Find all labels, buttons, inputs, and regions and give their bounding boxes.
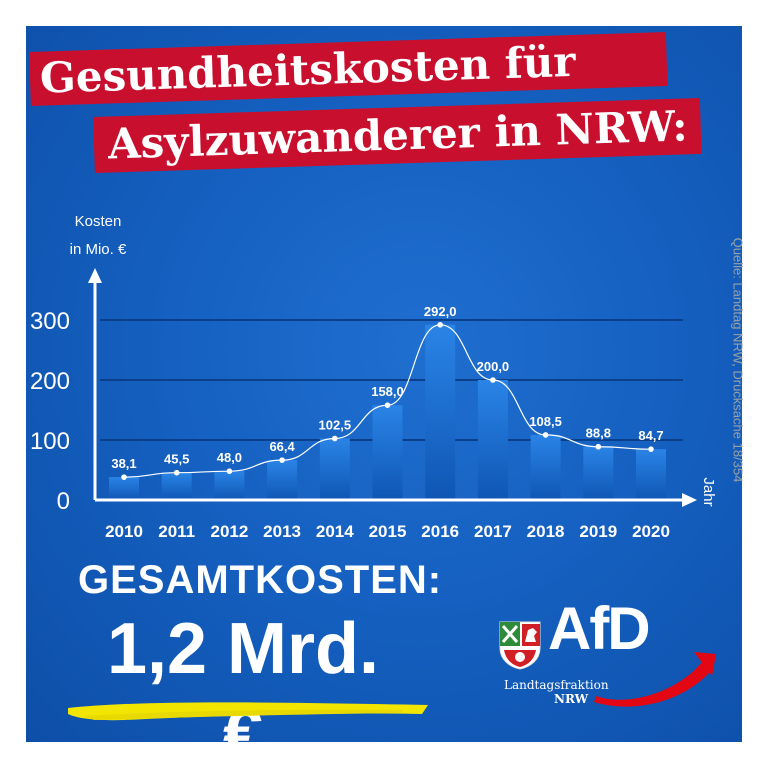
x-axis-label: Jahr	[700, 477, 717, 506]
total-cost-value: 1,2 Mrd. €	[106, 609, 380, 775]
data-point-2013	[279, 457, 285, 463]
bar-2010	[109, 477, 139, 500]
data-label: 88,8	[586, 426, 611, 441]
x-tick-label: 2011	[158, 522, 195, 541]
bar-2012	[214, 471, 245, 500]
x-tick-label: 2013	[263, 522, 301, 541]
data-point-2019	[595, 443, 602, 450]
data-point-2010	[121, 474, 127, 480]
data-label: 66,4	[269, 439, 295, 454]
x-tick-label: 2015	[369, 522, 407, 541]
data-point-2011	[173, 469, 180, 476]
bar-2014	[319, 438, 350, 500]
bar-2017	[477, 380, 508, 500]
y-tick-label: 300	[30, 308, 70, 335]
bar-2015	[372, 405, 403, 500]
afd-logo-text: AfD	[548, 595, 651, 662]
y-tick-label: 100	[30, 428, 70, 455]
data-point-2012	[226, 468, 233, 475]
x-tick-label: 2010	[105, 522, 143, 541]
data-label: 158,0	[371, 384, 404, 399]
data-point-2017	[490, 377, 496, 383]
logo-subtitle: Landtagsfraktion	[504, 678, 609, 692]
x-tick-label: 2020	[632, 522, 670, 541]
data-point-2015	[384, 402, 391, 409]
x-tick-label: 2012	[210, 522, 248, 541]
x-tick-label: 2019	[579, 522, 617, 541]
x-tick-label: 2017	[474, 522, 512, 541]
bar-2011	[161, 472, 192, 500]
y-tick-label: 0	[57, 488, 70, 515]
afd-logo: AfD Landtagsfraktion NRW	[490, 595, 730, 720]
yellow-brush-stroke	[68, 702, 428, 721]
logo-region: NRW	[554, 692, 589, 706]
bar-2018	[530, 434, 561, 500]
y-tick-label: 200	[30, 368, 70, 395]
data-label: 200,0	[477, 359, 510, 374]
total-cost-label: GESAMTKOSTEN:	[78, 558, 443, 602]
x-tick-label: 2014	[316, 522, 354, 541]
red-arrow-swoosh-icon	[594, 652, 716, 707]
y-axis-arrow	[88, 268, 102, 283]
data-label: 45,5	[164, 452, 189, 467]
y-axis-label-line2: in Mio. €	[70, 241, 127, 258]
data-point-2014	[332, 435, 338, 442]
nrw-coat-of-arms-icon	[499, 621, 541, 670]
bar-2016	[425, 324, 456, 500]
bar-2020	[636, 449, 666, 500]
data-point-2020	[648, 446, 654, 452]
source-note: Quelle: Landtag NRW, Drucksache 18/354	[730, 237, 746, 483]
data-label: 38,1	[111, 456, 136, 471]
data-point-2016	[437, 322, 444, 328]
data-label: 292,0	[424, 304, 457, 319]
data-label: 108,5	[529, 414, 562, 429]
x-tick-label: 2018	[527, 522, 565, 541]
bar-2019	[583, 446, 614, 500]
data-point-2018	[542, 432, 549, 438]
data-label: 102,5	[319, 418, 352, 433]
bar-2013	[267, 460, 298, 500]
data-label: 84,7	[638, 428, 663, 443]
x-tick-label: 2016	[421, 522, 459, 541]
y-axis-label-line1: Kosten	[75, 213, 122, 230]
x-axis-arrow	[682, 493, 697, 507]
data-label: 48,0	[217, 450, 242, 465]
